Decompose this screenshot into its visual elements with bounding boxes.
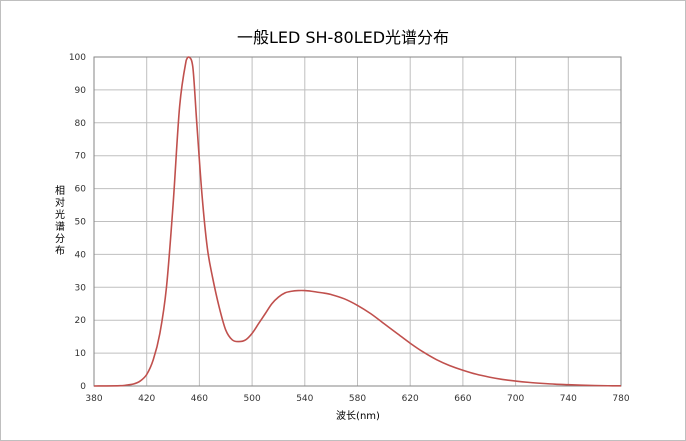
y-tick-label: 30 [75,283,87,293]
x-tick-label: 420 [138,394,155,404]
chart-title: 一般LED SH-80LED光谱分布 [236,28,450,47]
x-axis-label: 波长(nm) [336,411,380,422]
y-tick-label: 20 [75,316,87,326]
y-tick-label: 0 [80,382,86,392]
x-tick-label: 660 [454,394,471,404]
y-tick-label: 90 [75,86,87,96]
y-tick-label: 60 [75,185,87,195]
y-tick-label: 80 [75,119,87,129]
x-tick-labels: 380 420 460 500 540 580 620 660 700 740 780 [85,394,629,404]
spectrum-series-line [93,56,622,387]
y-axis-label: 相对光谱分布 [55,186,65,257]
x-tick-label: 540 [296,394,313,404]
x-tick-label: 580 [349,394,366,404]
x-tick-label: 740 [560,394,577,404]
x-tick-label: 620 [402,394,419,404]
y-tick-label: 70 [75,152,87,162]
x-tick-label: 700 [507,394,524,404]
x-tick-label: 380 [85,394,102,404]
y-tick-labels: 0 10 20 30 40 50 60 70 80 90 100 [69,53,86,392]
x-tick-label: 460 [191,394,208,404]
y-tick-label: 50 [75,218,87,228]
y-tick-label: 40 [75,250,87,260]
x-tick-label: 780 [612,394,629,404]
y-tick-label: 10 [75,349,87,359]
y-tick-label: 100 [69,53,86,63]
grid-lines [93,56,622,387]
plot-area-border [93,56,622,387]
x-tick-label: 500 [244,394,261,404]
